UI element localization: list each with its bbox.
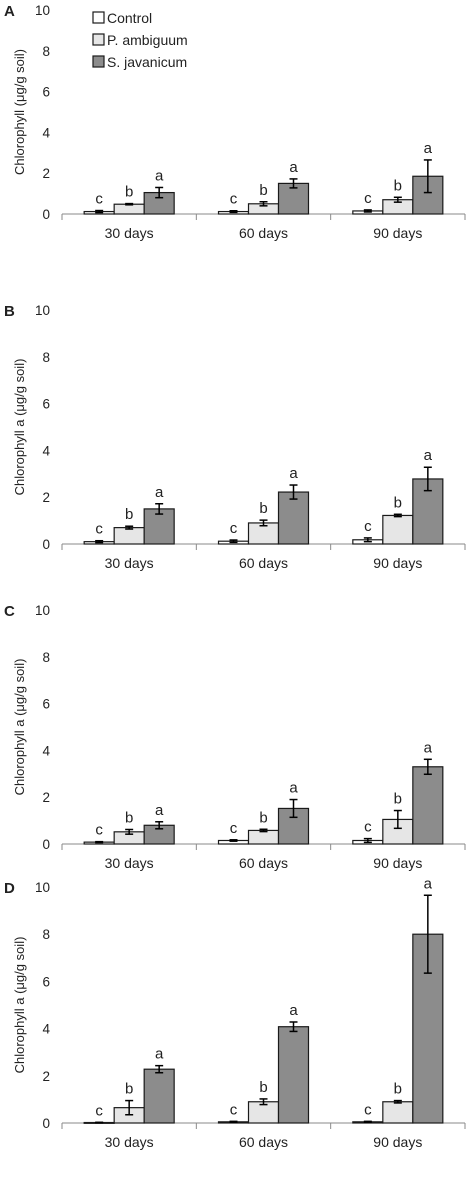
panel-letter: D <box>4 880 15 897</box>
significance-letter: a <box>155 167 164 184</box>
y-tick-label: 10 <box>35 303 50 318</box>
significance-letter: a <box>424 447 433 464</box>
significance-letter: a <box>289 1002 298 1019</box>
significance-letter: c <box>364 190 372 207</box>
y-tick-label: 4 <box>42 125 50 140</box>
significance-letter: c <box>230 1101 238 1118</box>
x-tick-label: 30 days <box>105 1134 154 1150</box>
y-tick-label: 4 <box>42 743 50 758</box>
bar <box>113 527 145 545</box>
bar <box>277 491 310 545</box>
bar <box>143 1068 175 1124</box>
significance-letter: b <box>259 1079 267 1096</box>
x-tick-label: 60 days <box>239 225 288 241</box>
x-tick-label: 90 days <box>373 1134 422 1150</box>
legend-swatch <box>92 55 105 68</box>
y-tick-label: 2 <box>42 1069 50 1084</box>
y-tick-label: 8 <box>42 927 50 942</box>
significance-letter: c <box>95 191 103 208</box>
x-tick-label: 90 days <box>373 555 422 571</box>
significance-letter: b <box>394 791 402 808</box>
y-tick-label: 10 <box>35 3 50 18</box>
significance-letter: a <box>424 875 433 892</box>
bar <box>382 1101 414 1124</box>
y-tick-label: 2 <box>42 166 50 181</box>
significance-letter: a <box>155 484 164 501</box>
y-tick-label: 2 <box>42 490 50 505</box>
significance-letter: a <box>424 140 433 157</box>
significance-letter: c <box>95 521 103 538</box>
significance-letter: b <box>394 494 402 511</box>
y-tick-label: 6 <box>42 974 50 989</box>
x-tick-label: 30 days <box>105 225 154 241</box>
legend-swatch <box>92 11 105 24</box>
x-tick-label: 60 days <box>239 555 288 571</box>
significance-letter: b <box>259 809 267 826</box>
significance-letter: c <box>95 1102 103 1119</box>
significance-letter: a <box>289 159 298 176</box>
y-axis-label: Chlorophyll a (μg/g soil) <box>12 659 27 796</box>
y-tick-label: 0 <box>42 837 50 852</box>
panel-letter: A <box>4 3 15 20</box>
significance-letter: a <box>155 1046 164 1063</box>
bar <box>382 514 414 545</box>
panel-letter: C <box>4 603 15 620</box>
y-tick-label: 0 <box>42 537 50 552</box>
x-tick-label: 60 days <box>239 855 288 871</box>
significance-letter: a <box>155 802 164 819</box>
significance-letter: c <box>364 518 372 535</box>
significance-letter: b <box>125 506 133 523</box>
y-tick-label: 10 <box>35 603 50 618</box>
bar <box>412 766 444 845</box>
x-tick-label: 90 days <box>373 855 422 871</box>
legend-swatch <box>92 33 105 46</box>
x-tick-label: 90 days <box>373 225 422 241</box>
y-tick-label: 10 <box>35 880 50 895</box>
significance-letter: a <box>289 465 298 482</box>
significance-letter: b <box>394 1081 402 1098</box>
bar <box>247 829 280 845</box>
significance-letter: b <box>259 182 267 199</box>
panel-letter: B <box>4 303 15 320</box>
significance-letter: a <box>289 780 298 797</box>
significance-letter: b <box>259 500 267 517</box>
bar <box>113 203 145 215</box>
y-tick-label: 4 <box>42 443 50 458</box>
y-tick-label: 6 <box>42 397 50 412</box>
y-tick-label: 8 <box>42 350 50 365</box>
significance-letter: c <box>95 822 103 839</box>
y-tick-label: 0 <box>42 207 50 222</box>
y-tick-label: 0 <box>42 1116 50 1131</box>
x-tick-label: 30 days <box>105 855 154 871</box>
significance-letter: c <box>364 1101 372 1118</box>
y-axis-label: Chlorophyll (μg/g soil) <box>12 49 27 175</box>
significance-letter: c <box>364 819 372 836</box>
bar <box>277 1026 310 1124</box>
significance-letter: c <box>230 520 238 537</box>
significance-letter: b <box>125 1081 133 1098</box>
y-tick-label: 6 <box>42 697 50 712</box>
y-tick-label: 4 <box>42 1022 50 1037</box>
x-tick-label: 60 days <box>239 1134 288 1150</box>
x-tick-label: 30 days <box>105 555 154 571</box>
significance-letter: c <box>230 820 238 837</box>
y-axis-label: Chlorophyll a (μg/g soil) <box>12 937 27 1074</box>
significance-letter: a <box>424 739 433 756</box>
significance-letter: b <box>394 177 402 194</box>
legend-label: Control <box>107 10 152 26</box>
y-tick-label: 2 <box>42 790 50 805</box>
legend-label: S. javanicum <box>107 54 187 70</box>
y-tick-label: 8 <box>42 44 50 59</box>
y-axis-label: Chlorophyll a (μg/g soil) <box>12 359 27 496</box>
significance-letter: b <box>125 184 133 201</box>
significance-letter: c <box>230 191 238 208</box>
y-tick-label: 6 <box>42 85 50 100</box>
legend-label: P. ambiguum <box>107 32 188 48</box>
significance-letter: b <box>125 809 133 826</box>
y-tick-label: 8 <box>42 650 50 665</box>
